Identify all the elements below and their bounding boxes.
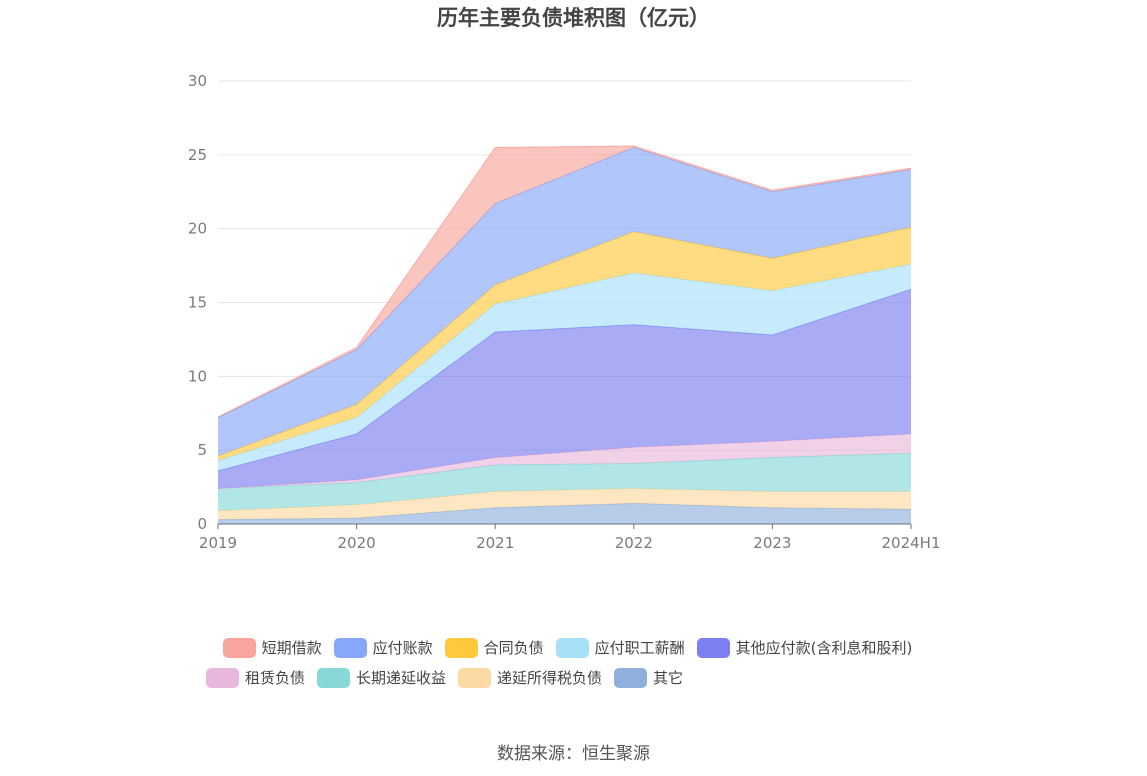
area-series — [217, 145, 912, 524]
y-tick-label: 25 — [188, 146, 207, 164]
y-tick-label: 5 — [197, 441, 207, 459]
legend-item[interactable]: 短期借款 — [222, 637, 322, 658]
area-series-2 — [218, 453, 911, 511]
legend-label: 其他应付款(含利息和股利) — [735, 639, 913, 657]
legend-item[interactable]: 其他应付款(含利息和股利) — [696, 637, 913, 658]
x-tick-label: 2022 — [615, 534, 653, 552]
area-series-4 — [218, 289, 911, 489]
legend-swatch — [333, 637, 367, 658]
x-tick-label: 2024H1 — [882, 534, 941, 552]
area-series-edge — [217, 145, 912, 418]
legend-swatch — [696, 637, 730, 658]
legend: 短期借款 应付账款 合同负债 应付职工薪酬 其他应付款(含利息和股利) 租赁负债 长期递延… — [0, 637, 1147, 697]
legend-label: 合同负债 — [483, 639, 544, 657]
legend-label: 应付账款 — [372, 639, 433, 657]
area-series-5 — [218, 264, 911, 471]
legend-swatch — [444, 637, 478, 658]
legend-item[interactable]: 租赁负债 — [206, 667, 305, 688]
y-tick-label: 30 — [188, 72, 207, 90]
legend-item[interactable]: 应付职工薪酬 — [555, 637, 685, 658]
legend-row: 短期借款 应付账款 合同负债 应付职工薪酬 其他应付款(含利息和股利) — [0, 637, 1147, 658]
legend-item[interactable]: 合同负债 — [444, 637, 544, 658]
legend-label: 其它 — [653, 669, 684, 687]
legend-item[interactable]: 长期递延收益 — [317, 667, 446, 688]
legend-item[interactable]: 应付账款 — [333, 637, 433, 658]
x-tick-label: 2019 — [199, 534, 237, 552]
legend-swatch — [222, 637, 256, 658]
area-series-0 — [218, 503, 911, 524]
legend-label: 递延所得税负债 — [497, 669, 603, 687]
y-tick-label: 0 — [197, 515, 207, 533]
legend-label: 短期借款 — [261, 639, 322, 657]
area-series-6 — [218, 227, 911, 461]
chart-title: 历年主要负债堆积图（亿元） — [437, 6, 710, 30]
area-series-7 — [218, 147, 911, 457]
y-tick-label: 20 — [188, 220, 207, 238]
axes: 0 5 10 15 20 25 30 2019 2020 2021 2022 2023 2024H1 — [188, 72, 941, 552]
legend-swatch — [317, 667, 351, 688]
legend-label: 长期递延收益 — [356, 669, 447, 687]
legend-swatch — [206, 667, 239, 688]
stacked-area-chart: 0 5 10 15 20 25 30 2019 2020 2021 2022 2023 2024H1 — [188, 72, 941, 552]
area-series-3 — [218, 433, 911, 489]
x-tick-label: 2021 — [476, 534, 514, 552]
data-source-note: 数据来源：恒生聚源 — [497, 744, 650, 764]
x-tick-label: 2023 — [753, 534, 791, 552]
y-tick-label: 10 — [188, 367, 207, 385]
x-tick-label: 2020 — [338, 534, 376, 552]
legend-row: 租赁负债 长期递延收益 递延所得税负债 其它 — [0, 667, 1147, 688]
legend-label: 应付职工薪酬 — [594, 639, 685, 657]
legend-swatch — [458, 667, 492, 688]
legend-item[interactable]: 其它 — [614, 667, 683, 688]
legend-swatch — [614, 667, 648, 688]
area-series-1 — [218, 488, 911, 520]
y-tick-label: 15 — [188, 294, 207, 312]
legend-item[interactable]: 递延所得税负债 — [458, 667, 602, 688]
legend-label: 租赁负债 — [245, 669, 306, 687]
legend-swatch — [555, 637, 589, 658]
